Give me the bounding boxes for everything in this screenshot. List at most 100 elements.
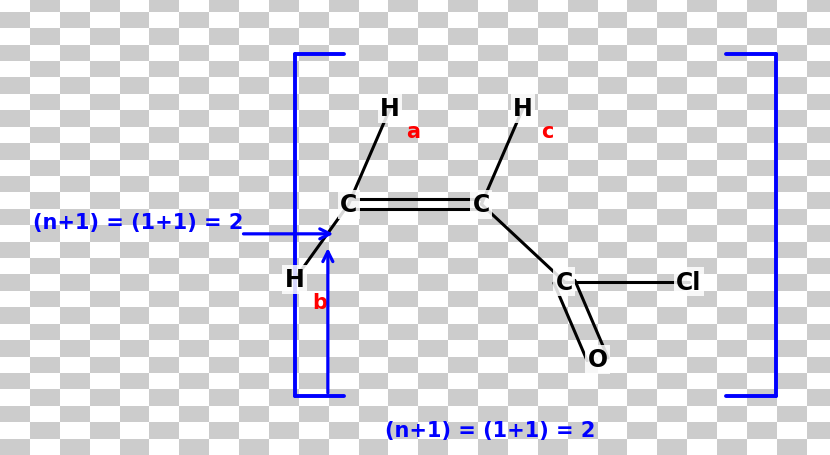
Bar xyxy=(120,439,149,455)
Bar xyxy=(508,308,538,324)
Bar xyxy=(0,308,30,324)
Bar xyxy=(299,144,329,160)
Bar xyxy=(269,439,299,455)
Bar xyxy=(60,46,90,62)
Bar xyxy=(478,357,508,373)
Bar xyxy=(299,340,329,357)
Bar xyxy=(568,78,598,95)
Bar xyxy=(568,357,598,373)
Bar xyxy=(179,275,209,291)
Bar xyxy=(657,389,687,406)
Bar xyxy=(627,62,657,78)
Bar xyxy=(120,209,149,226)
Bar xyxy=(30,258,60,275)
Bar xyxy=(0,144,30,160)
Bar xyxy=(418,357,448,373)
Bar xyxy=(478,62,508,78)
Bar xyxy=(478,95,508,111)
Bar xyxy=(747,95,777,111)
Bar xyxy=(717,127,747,144)
Bar xyxy=(418,160,448,177)
Bar xyxy=(90,127,120,144)
Bar xyxy=(329,275,359,291)
Bar xyxy=(478,78,508,95)
Bar xyxy=(448,177,478,193)
Bar xyxy=(209,439,239,455)
Bar xyxy=(598,275,627,291)
Bar xyxy=(359,209,388,226)
Bar xyxy=(388,406,418,422)
Bar xyxy=(269,95,299,111)
Bar xyxy=(478,160,508,177)
Bar xyxy=(30,324,60,340)
Bar xyxy=(299,127,329,144)
Bar xyxy=(657,357,687,373)
Bar xyxy=(269,177,299,193)
Bar xyxy=(807,373,830,389)
Bar xyxy=(747,242,777,258)
Bar xyxy=(239,291,269,308)
Bar xyxy=(120,177,149,193)
Bar xyxy=(777,209,807,226)
Bar xyxy=(627,193,657,209)
Bar xyxy=(598,62,627,78)
Bar xyxy=(807,29,830,46)
Bar xyxy=(120,62,149,78)
Bar xyxy=(657,406,687,422)
Bar xyxy=(747,193,777,209)
Bar xyxy=(478,0,508,13)
Bar xyxy=(747,226,777,242)
Bar xyxy=(807,258,830,275)
Bar xyxy=(359,258,388,275)
Bar xyxy=(627,144,657,160)
Bar xyxy=(747,258,777,275)
Bar xyxy=(598,389,627,406)
Bar xyxy=(687,78,717,95)
Bar xyxy=(120,95,149,111)
Bar xyxy=(568,127,598,144)
Bar xyxy=(747,439,777,455)
Bar xyxy=(717,406,747,422)
Bar xyxy=(717,324,747,340)
Bar xyxy=(120,389,149,406)
Bar xyxy=(687,406,717,422)
Bar xyxy=(717,439,747,455)
Bar xyxy=(418,193,448,209)
Bar xyxy=(60,193,90,209)
Bar xyxy=(120,78,149,95)
Bar xyxy=(329,62,359,78)
Bar xyxy=(90,258,120,275)
Bar xyxy=(30,95,60,111)
Bar xyxy=(179,127,209,144)
Bar xyxy=(359,373,388,389)
Bar xyxy=(30,291,60,308)
Bar xyxy=(418,0,448,13)
Bar xyxy=(657,62,687,78)
Bar xyxy=(627,357,657,373)
Bar xyxy=(329,144,359,160)
Bar xyxy=(747,324,777,340)
Bar xyxy=(90,111,120,127)
Bar xyxy=(179,258,209,275)
Bar xyxy=(807,13,830,29)
Bar xyxy=(30,422,60,439)
Bar xyxy=(448,46,478,62)
Bar xyxy=(777,95,807,111)
Bar xyxy=(598,258,627,275)
Bar xyxy=(60,373,90,389)
Bar xyxy=(508,62,538,78)
Bar xyxy=(418,111,448,127)
Bar xyxy=(359,193,388,209)
Bar xyxy=(448,406,478,422)
Bar xyxy=(30,439,60,455)
Bar xyxy=(359,242,388,258)
Bar xyxy=(388,193,418,209)
Bar xyxy=(448,439,478,455)
Bar xyxy=(598,291,627,308)
Bar xyxy=(0,0,30,13)
Bar xyxy=(299,209,329,226)
Text: C: C xyxy=(473,193,490,217)
Text: H: H xyxy=(285,268,305,292)
Bar xyxy=(598,324,627,340)
Bar xyxy=(598,357,627,373)
